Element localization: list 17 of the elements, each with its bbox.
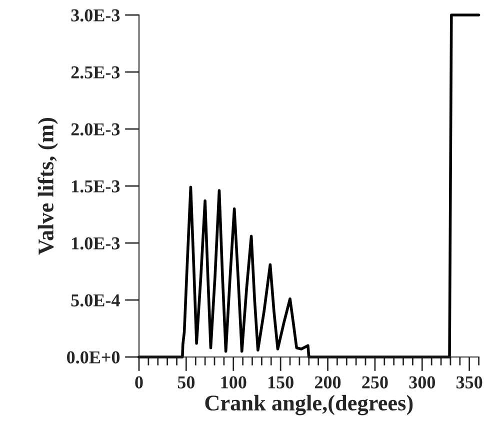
x-tick-label: 0 <box>135 376 143 388</box>
x-tick-label: 150 <box>268 376 294 388</box>
y-tick-label: 2.0E-3 <box>71 123 120 136</box>
y-tick-label: 3.0E-3 <box>71 9 120 22</box>
y-tick-label: 2.5E-3 <box>71 66 120 79</box>
y-tick-label: 0.0E+0 <box>67 351 120 364</box>
y-tick-label: 1.5E-3 <box>72 180 120 193</box>
x-tick-label: 100 <box>221 376 246 388</box>
y-tick-label: 1.0E-3 <box>72 237 120 250</box>
x-tick-label: 200 <box>314 376 341 388</box>
x-axis-title: Crank angle,(degrees) <box>205 394 413 416</box>
x-tick-label: 250 <box>362 376 388 388</box>
x-tick-label: 300 <box>409 376 435 388</box>
x-tick-label: 350 <box>456 376 482 388</box>
y-axis-title: Valve lifts, (m) <box>38 118 58 255</box>
y-tick-label: 5.0E-4 <box>71 294 120 307</box>
x-tick-label: 50 <box>178 376 195 388</box>
